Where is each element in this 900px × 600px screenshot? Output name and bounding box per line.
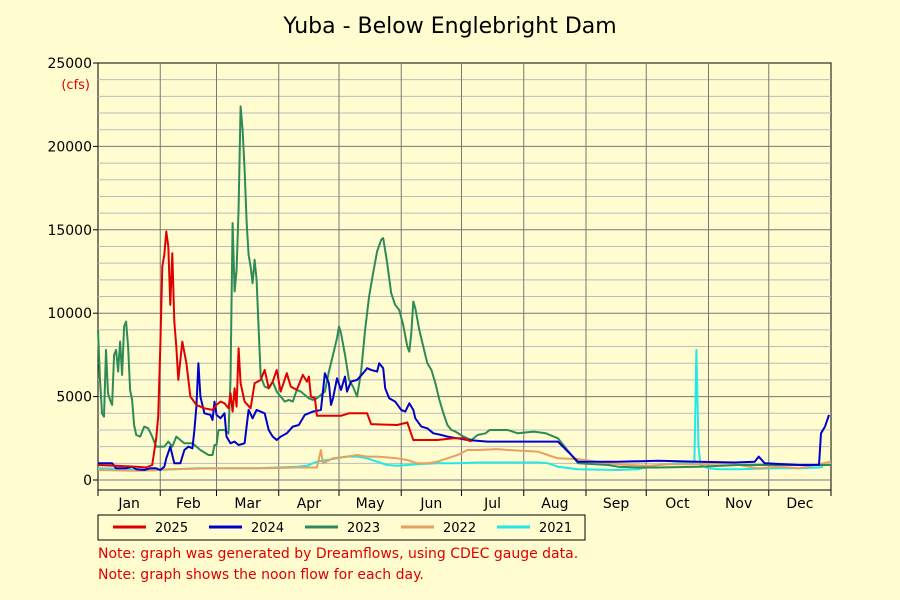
y-tick-label: 0 (83, 473, 92, 489)
x-tick-label: Mar (234, 496, 261, 512)
x-tick-label: May (356, 496, 385, 512)
y-unit-label: (cfs) (61, 78, 90, 93)
x-tick-label: Jun (419, 496, 442, 512)
chart-title: Yuba - Below Englebright Dam (282, 14, 616, 39)
series-line-2023 (97, 105, 831, 469)
y-tick-label: 20000 (47, 139, 92, 155)
note-1: Note: graph was generated by Dreamflows,… (98, 546, 578, 562)
x-tick-label: Jan (117, 496, 140, 512)
x-tick-label: Jul (483, 496, 501, 512)
legend-label-2022: 2022 (443, 521, 476, 536)
x-tick-label: Apr (297, 496, 321, 512)
note-2: Note: graph shows the noon flow for each… (98, 567, 424, 583)
series-layer (97, 105, 832, 472)
y-axis: 0 5000 10000 15000 20000 25000 (47, 56, 98, 489)
grid-lines (98, 63, 831, 490)
legend-label-2021: 2021 (539, 521, 572, 536)
y-tick-label: 15000 (47, 223, 92, 239)
plot-area (97, 62, 832, 491)
x-tick-label: Nov (725, 496, 752, 512)
x-tick-label: Oct (665, 496, 690, 512)
legend-label-2023: 2023 (347, 521, 380, 536)
x-axis: Jan Feb Mar Apr May Jun Jul Aug Sep Oct Nov Dec (97, 490, 832, 512)
x-tick-label: Feb (176, 496, 201, 512)
x-tick-label: Aug (541, 496, 568, 512)
x-tick-label: Dec (786, 496, 813, 512)
series-line-2024 (98, 362, 830, 471)
y-tick-label: 25000 (47, 56, 92, 72)
series-line-2025 (97, 230, 472, 469)
series-line-2022 (97, 448, 832, 472)
legend: 2025 2024 2023 2022 2021 (97, 514, 586, 541)
y-tick-label: 10000 (47, 306, 92, 322)
legend-label-2024: 2024 (251, 521, 284, 536)
x-tick-label: Sep (603, 496, 630, 512)
legend-label-2025: 2025 (155, 521, 188, 536)
y-tick-label: 5000 (56, 390, 92, 406)
